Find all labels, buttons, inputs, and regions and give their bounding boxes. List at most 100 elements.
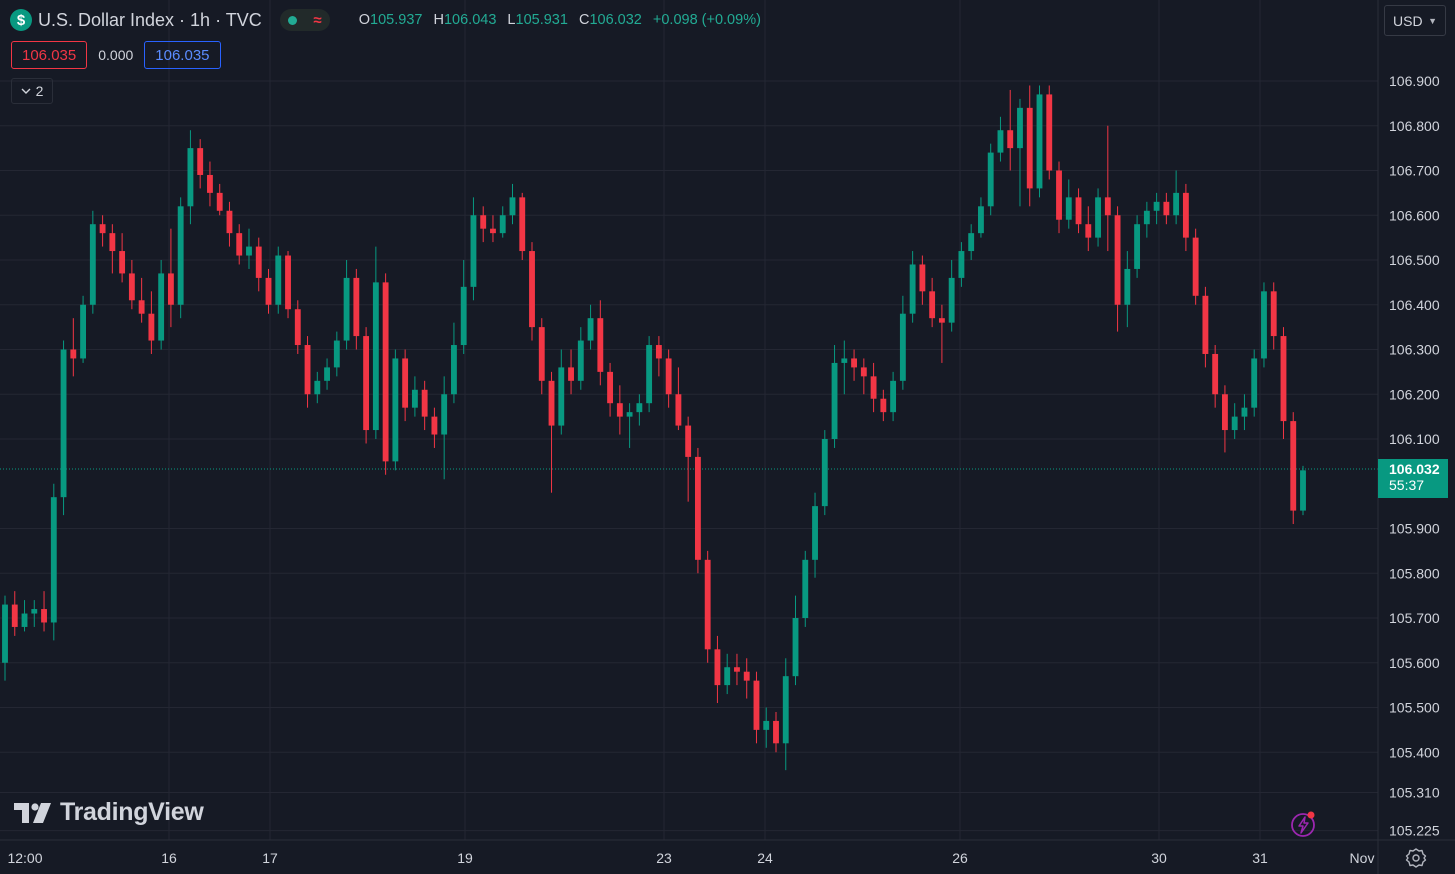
symbol-title[interactable]: U.S. Dollar Index · 1h · TVC bbox=[38, 9, 262, 30]
candle bbox=[529, 242, 535, 341]
candle-body bbox=[11, 604, 18, 627]
candle bbox=[1231, 403, 1238, 439]
candle-body bbox=[1026, 107, 1033, 189]
market-open-dot-icon bbox=[287, 15, 297, 25]
candle-body bbox=[841, 358, 848, 363]
candle bbox=[851, 349, 857, 381]
time-axis[interactable]: 12:00 16 17 19 23 24 26 30 31 Nov bbox=[7, 850, 1374, 866]
candle-body bbox=[138, 300, 145, 314]
candle-body bbox=[480, 215, 487, 229]
candle bbox=[265, 268, 272, 314]
candle-body bbox=[1251, 358, 1258, 408]
candle-body bbox=[382, 282, 389, 462]
currency-selector[interactable]: USD ▼ bbox=[1384, 5, 1446, 36]
market-status-pill[interactable]: ≈ bbox=[279, 9, 330, 31]
x-tick-label: 26 bbox=[952, 850, 968, 866]
candle-body bbox=[812, 506, 818, 560]
candle bbox=[665, 349, 672, 408]
y-tick-label: 105.400 bbox=[1389, 744, 1440, 760]
candle-body bbox=[460, 286, 467, 346]
candle bbox=[1095, 188, 1101, 247]
y-tick-label: 105.700 bbox=[1389, 610, 1440, 626]
indicators-toggle-button[interactable]: 2 bbox=[11, 78, 53, 104]
candle-body bbox=[1143, 210, 1150, 225]
candle bbox=[1280, 327, 1287, 439]
candle bbox=[333, 331, 340, 377]
candle-body bbox=[694, 456, 701, 560]
candle bbox=[519, 192, 526, 260]
candle-body bbox=[519, 197, 526, 252]
spread-value: 0.000 bbox=[98, 47, 134, 63]
candle-body bbox=[70, 349, 77, 359]
candle-body bbox=[499, 215, 506, 234]
candle-body bbox=[890, 380, 897, 413]
candle-body bbox=[1104, 197, 1111, 216]
y-tick-label: 106.800 bbox=[1389, 118, 1440, 134]
y-tick-label: 106.300 bbox=[1389, 342, 1440, 358]
candle-body bbox=[997, 130, 1004, 153]
grid-lines bbox=[0, 0, 1378, 840]
candle bbox=[1114, 206, 1121, 332]
candle bbox=[743, 658, 750, 699]
current-price-value: 106.032 bbox=[1389, 461, 1440, 477]
candle bbox=[1143, 201, 1150, 238]
candle bbox=[948, 260, 955, 332]
candle-body bbox=[41, 609, 47, 623]
gear-icon[interactable] bbox=[1405, 847, 1427, 869]
candle-body bbox=[158, 273, 165, 341]
candle bbox=[1173, 170, 1180, 225]
candle bbox=[294, 300, 301, 354]
candle bbox=[226, 201, 233, 247]
price-axis[interactable]: 105.225 105.310 105.400 105.500 105.600 105.7… bbox=[1389, 73, 1440, 839]
candle-body bbox=[1153, 201, 1160, 211]
candle-body bbox=[490, 228, 496, 234]
candle-body bbox=[616, 403, 623, 417]
candle bbox=[616, 385, 623, 435]
candle bbox=[1251, 349, 1258, 417]
candle bbox=[372, 246, 379, 439]
chevron-down-icon: ▼ bbox=[1428, 15, 1437, 26]
candle-body bbox=[978, 206, 984, 234]
candle bbox=[831, 345, 838, 448]
candle bbox=[938, 304, 945, 363]
x-tick-label: 24 bbox=[757, 850, 773, 866]
candle bbox=[1134, 215, 1141, 278]
candle bbox=[109, 224, 116, 274]
x-tick-label: 31 bbox=[1252, 850, 1268, 866]
candle-body bbox=[1270, 291, 1277, 337]
candle bbox=[60, 340, 67, 516]
candle bbox=[1182, 183, 1189, 252]
candle bbox=[558, 349, 565, 435]
lightning-icon[interactable] bbox=[1290, 810, 1320, 840]
candle bbox=[70, 318, 77, 377]
x-tick-label: 17 bbox=[262, 850, 278, 866]
candle-body bbox=[938, 318, 945, 323]
candle bbox=[167, 228, 174, 328]
buy-button[interactable]: 106.035 bbox=[144, 41, 221, 69]
candle-body bbox=[948, 277, 955, 323]
candle-body bbox=[207, 174, 213, 193]
candle bbox=[304, 336, 311, 408]
candle bbox=[1202, 286, 1209, 368]
candle-body bbox=[899, 313, 906, 381]
candle-body bbox=[246, 246, 252, 256]
candle bbox=[2, 595, 8, 681]
candle-body bbox=[1221, 394, 1228, 431]
candle-body bbox=[1124, 268, 1131, 305]
candle bbox=[1007, 89, 1014, 171]
candle-body bbox=[31, 609, 38, 614]
candle-body bbox=[958, 251, 965, 278]
candle bbox=[1192, 228, 1199, 305]
sell-button[interactable]: 106.035 bbox=[11, 41, 88, 69]
tradingview-logo[interactable]: TradingView bbox=[14, 798, 204, 827]
candle-body bbox=[587, 318, 594, 341]
candle-body bbox=[1095, 197, 1101, 238]
candle bbox=[548, 371, 555, 493]
candle bbox=[587, 304, 594, 350]
candle bbox=[1270, 282, 1277, 350]
candle bbox=[382, 273, 389, 475]
candle-body bbox=[2, 604, 8, 663]
candle bbox=[1153, 192, 1160, 225]
candle-body bbox=[411, 389, 418, 408]
